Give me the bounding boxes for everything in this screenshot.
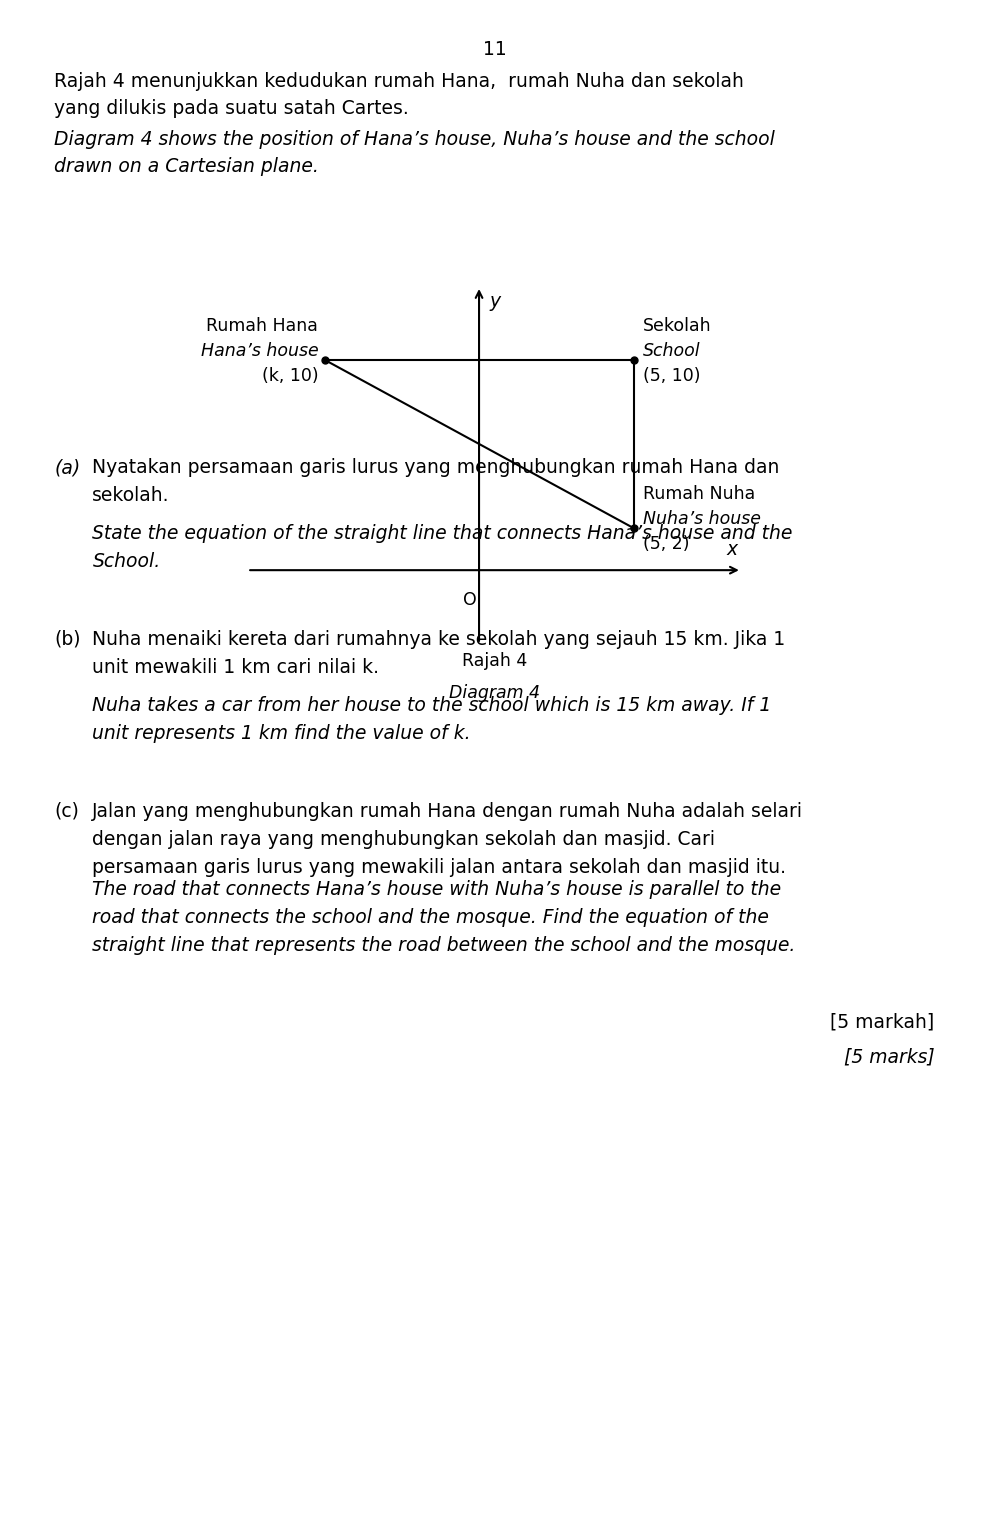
Text: x: x [726, 540, 737, 559]
Text: Nyatakan persamaan garis lurus yang menghubungkan rumah Hana dan
sekolah.: Nyatakan persamaan garis lurus yang meng… [92, 458, 779, 505]
Text: Nuha menaiki kereta dari rumahnya ke sekolah yang sejauh 15 km. Jika 1
unit mewa: Nuha menaiki kereta dari rumahnya ke sek… [92, 630, 785, 677]
Text: Diagram 4: Diagram 4 [449, 683, 540, 702]
Text: Rumah Nuha: Rumah Nuha [643, 486, 755, 502]
Text: O: O [463, 591, 477, 609]
Text: Sekolah: Sekolah [643, 317, 711, 335]
Text: School: School [643, 342, 700, 359]
Text: Rumah Hana: Rumah Hana [207, 317, 318, 335]
Text: (k, 10): (k, 10) [262, 367, 318, 385]
Text: (b): (b) [54, 630, 81, 648]
Text: Diagram 4 shows the position of Hana’s house, Nuha’s house and the school
drawn : Diagram 4 shows the position of Hana’s h… [54, 129, 775, 177]
Text: Rajah 4: Rajah 4 [462, 651, 527, 670]
Text: (c): (c) [54, 802, 79, 820]
Text: (5, 10): (5, 10) [643, 367, 700, 385]
Text: Nuha’s house: Nuha’s house [643, 510, 761, 528]
Text: (a): (a) [54, 458, 81, 476]
Text: y: y [490, 292, 501, 312]
Text: Hana’s house: Hana’s house [201, 342, 318, 359]
Text: 11: 11 [483, 40, 506, 59]
Text: The road that connects Hana’s house with Nuha’s house is parallel to the
road th: The road that connects Hana’s house with… [92, 880, 796, 954]
Text: Jalan yang menghubungkan rumah Hana dengan rumah Nuha adalah selari
dengan jalan: Jalan yang menghubungkan rumah Hana deng… [92, 802, 803, 877]
Text: [5 marks]: [5 marks] [844, 1049, 935, 1067]
Text: Nuha takes a car from her house to the school which is 15 km away. If 1
unit rep: Nuha takes a car from her house to the s… [92, 696, 771, 743]
Text: (5, 2): (5, 2) [643, 536, 689, 554]
Text: [5 markah]: [5 markah] [831, 1012, 935, 1030]
Text: State the equation of the straight line that connects Hana’s house and the
Schoo: State the equation of the straight line … [92, 524, 793, 571]
Text: Rajah 4 menunjukkan kedudukan rumah Hana,  rumah Nuha dan sekolah
yang dilukis p: Rajah 4 menunjukkan kedudukan rumah Hana… [54, 72, 745, 119]
